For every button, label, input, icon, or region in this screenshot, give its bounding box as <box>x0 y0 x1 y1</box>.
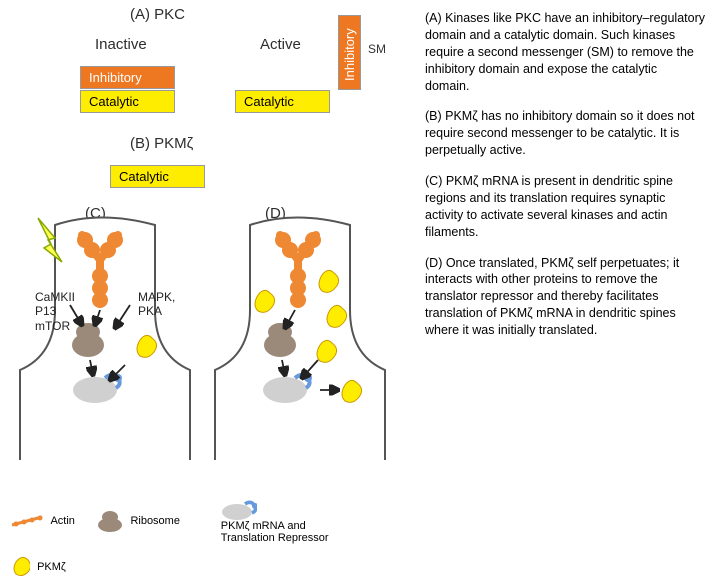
legend-mrna: PKMζ mRNA and Translation Repressor <box>202 486 328 556</box>
catalytic-domain-block-active: Catalytic <box>235 90 330 113</box>
text-a: (A) Kinases like PKC have an inhibitory–… <box>425 10 705 94</box>
kinases-right-text: MAPK, PKA <box>138 290 175 319</box>
legend-pkmz-label: PKMζ <box>37 561 66 573</box>
inhibitory-domain-block: Inhibitory <box>80 66 175 89</box>
inactive-label: Inactive <box>95 36 147 53</box>
legend-actin: Actin <box>10 514 75 528</box>
inhibitory-domain-block-vertical: Inhibitory <box>338 15 361 90</box>
legend-ribosome: Ribosome <box>97 510 180 532</box>
panel-b-label: (B) PKMζ <box>130 135 193 152</box>
legend-ribosome-label: Ribosome <box>130 515 180 527</box>
ribosome-icon <box>97 510 123 532</box>
pkmz-icon <box>10 556 30 578</box>
legend-mrna-label: PKMζ mRNA and Translation Repressor <box>221 520 329 544</box>
text-d: (D) Once translated, PKMζ self perpetuat… <box>425 255 705 339</box>
legend: Actin Ribosome PKMζ mRNA and Translation… <box>10 486 410 534</box>
legend-actin-label: Actin <box>50 515 74 527</box>
mrna-icon <box>221 498 257 520</box>
panel-a-label: (A) PKC <box>130 6 185 23</box>
text-b: (B) PKMζ has no inhibitory domain so it … <box>425 108 705 159</box>
diagram-left-panel: (A) PKC Inactive Active Inhibitory Catal… <box>0 0 420 540</box>
actin-icon <box>10 514 44 528</box>
text-c: (C) PKMζ mRNA is present in dendritic sp… <box>425 173 705 241</box>
kinases-left-text: CaMKII P13 mTOR <box>35 290 75 333</box>
spines-svg <box>0 200 420 500</box>
legend-pkmz: PKMζ <box>10 556 66 578</box>
text-right-panel: (A) Kinases like PKC have an inhibitory–… <box>420 0 720 540</box>
panel-b-catalytic-block: Catalytic <box>110 165 205 188</box>
sm-label: SM <box>368 42 386 56</box>
active-label: Active <box>260 36 301 53</box>
catalytic-domain-block-inactive: Catalytic <box>80 90 175 113</box>
